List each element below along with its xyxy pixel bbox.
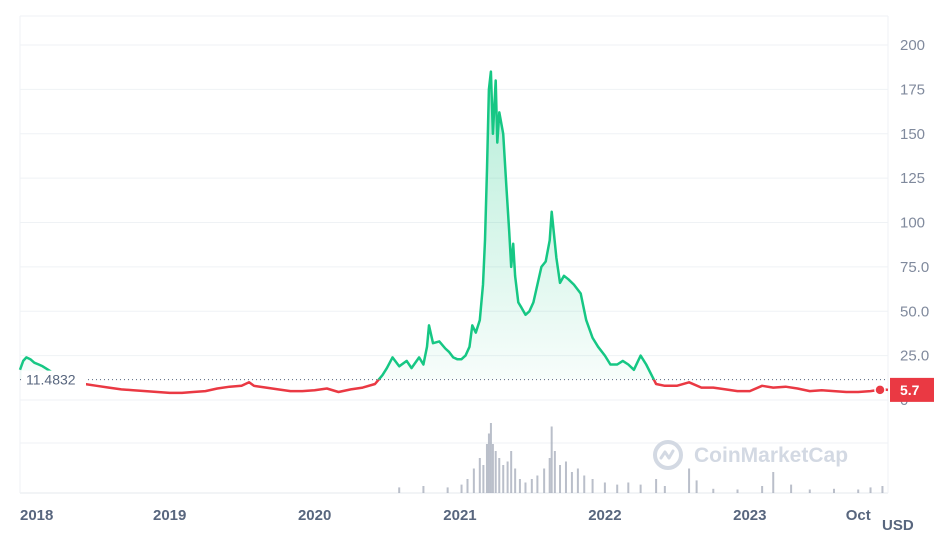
volume-bar xyxy=(639,484,642,493)
volume-bar xyxy=(712,488,715,493)
volume-bar xyxy=(550,426,553,493)
volume-bar xyxy=(761,486,764,493)
volume-bar xyxy=(688,468,691,493)
y-tick-label: 75.0 xyxy=(900,259,929,276)
volume-bar xyxy=(790,484,793,493)
y-tick-label: 125 xyxy=(900,170,925,187)
volume-bar xyxy=(446,487,449,493)
volume-bar xyxy=(583,475,586,493)
volume-bar xyxy=(494,451,497,493)
volume-bar xyxy=(616,484,619,493)
volume-bar xyxy=(548,458,551,493)
price-line-above-reference[interactable] xyxy=(18,70,888,393)
volume-bar xyxy=(591,479,594,493)
volume-bar xyxy=(510,451,513,493)
y-tick-label: 200 xyxy=(900,37,925,54)
y-tick-label: 25.0 xyxy=(900,348,929,365)
volume-bar xyxy=(530,479,533,493)
volume-bar xyxy=(466,479,469,493)
volume-bar xyxy=(482,465,485,493)
volume-bar xyxy=(553,451,556,493)
volume-bar xyxy=(564,461,567,493)
volume-bar xyxy=(559,465,562,493)
volume-bar xyxy=(536,475,539,493)
volume-bar xyxy=(460,484,463,493)
volume-bar xyxy=(485,444,488,493)
x-tick-label: 2021 xyxy=(443,507,476,524)
current-price-marker xyxy=(874,384,886,396)
watermark-text: CoinMarketCap xyxy=(694,444,848,467)
reference-price-label-bg xyxy=(22,370,86,389)
volume-bar xyxy=(881,486,884,493)
volume-bar xyxy=(489,423,492,493)
volume-bar xyxy=(502,465,505,493)
volume-bar xyxy=(518,479,521,493)
volume-bars xyxy=(398,423,884,493)
y-tick-label: 150 xyxy=(900,126,925,143)
volume-bar xyxy=(663,486,666,493)
volume-bar xyxy=(627,482,630,493)
price-line-below-reference[interactable] xyxy=(20,72,889,395)
grid-lines xyxy=(19,15,889,494)
x-tick-label: 2022 xyxy=(588,507,621,524)
x-tick-label: 2020 xyxy=(298,507,331,524)
x-tick-label: 2018 xyxy=(20,507,53,524)
volume-bar xyxy=(857,489,860,493)
current-price-tag: 5.7 xyxy=(900,382,920,398)
x-tick-label: 2019 xyxy=(153,507,186,524)
currency-unit-label: USD xyxy=(882,517,914,534)
reference-price-label: 11.4832 xyxy=(26,372,76,388)
volume-bar xyxy=(869,487,872,493)
volume-bar xyxy=(603,482,606,493)
current-price-tag-bg xyxy=(890,377,934,402)
volume-bar xyxy=(506,461,509,493)
volume-bar xyxy=(772,472,775,493)
volume-bar xyxy=(478,458,481,493)
volume-bar xyxy=(576,468,579,493)
volume-bar xyxy=(808,489,811,493)
price-area-fill xyxy=(20,71,888,380)
volume-bar xyxy=(655,479,658,493)
x-axis-ticks: 2018 2019 2020 2021 2022 2023 Oct xyxy=(20,507,871,524)
volume-bar xyxy=(514,468,517,493)
volume-bar xyxy=(472,468,475,493)
volume-bar xyxy=(398,487,401,493)
volume-bar xyxy=(487,433,490,493)
volume-bar xyxy=(736,489,739,493)
volume-bar xyxy=(832,488,835,493)
volume-bar xyxy=(498,458,501,493)
volume-bar xyxy=(695,480,698,493)
volume-bar xyxy=(422,486,425,493)
coinmarketcap-logo-icon xyxy=(653,440,683,470)
y-tick-label: 50.0 xyxy=(900,303,929,320)
volume-bar xyxy=(543,468,546,493)
x-tick-label: Oct xyxy=(846,507,871,524)
volume-bar xyxy=(524,482,527,493)
watermark: CoinMarketCap xyxy=(653,440,848,470)
x-tick-label: 2023 xyxy=(733,507,766,524)
volume-bar xyxy=(491,444,494,493)
y-tick-label: 100 xyxy=(900,215,925,232)
y-tick-label: 175 xyxy=(900,81,925,98)
volume-bar xyxy=(570,472,573,493)
